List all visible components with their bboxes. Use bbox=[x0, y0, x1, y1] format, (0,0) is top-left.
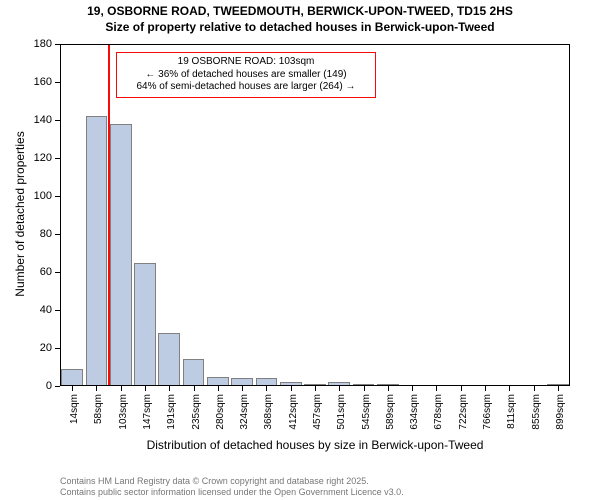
ytick-label: 140 bbox=[0, 114, 52, 126]
annotation-line-1: 19 OSBORNE ROAD: 103sqm bbox=[122, 56, 370, 69]
xtick-mark bbox=[461, 386, 462, 391]
xtick-mark bbox=[436, 386, 437, 391]
ytick-label: 40 bbox=[0, 304, 52, 316]
ytick-label: 160 bbox=[0, 76, 52, 88]
ytick-label: 180 bbox=[0, 38, 52, 50]
ytick-mark bbox=[55, 310, 60, 311]
ytick-mark bbox=[55, 234, 60, 235]
xtick-label: 811sqm bbox=[506, 394, 517, 429]
xtick-label: 191sqm bbox=[166, 394, 177, 430]
xtick-mark bbox=[291, 386, 292, 391]
xtick-mark bbox=[485, 386, 486, 391]
ytick-mark bbox=[55, 196, 60, 197]
xtick-mark bbox=[266, 386, 267, 391]
y-axis-label: Number of detached properties bbox=[13, 114, 27, 314]
xtick-label: 589sqm bbox=[385, 394, 396, 430]
xtick-mark bbox=[72, 386, 73, 391]
xtick-label: 280sqm bbox=[215, 394, 226, 430]
ytick-label: 0 bbox=[0, 380, 52, 392]
xtick-mark bbox=[145, 386, 146, 391]
ytick-label: 120 bbox=[0, 152, 52, 164]
ytick-label: 100 bbox=[0, 190, 52, 202]
xtick-label: 634sqm bbox=[409, 394, 420, 430]
xtick-label: 899sqm bbox=[555, 394, 566, 430]
histogram-bar bbox=[86, 116, 108, 386]
ytick-mark bbox=[55, 82, 60, 83]
annotation-line-2: ← 36% of detached houses are smaller (14… bbox=[122, 69, 370, 82]
xtick-label: 147sqm bbox=[142, 394, 153, 430]
ytick-label: 20 bbox=[0, 342, 52, 354]
ytick-mark bbox=[55, 158, 60, 159]
xtick-mark bbox=[315, 386, 316, 391]
xtick-mark bbox=[121, 386, 122, 391]
xtick-label: 368sqm bbox=[263, 394, 274, 430]
xtick-label: 235sqm bbox=[191, 394, 202, 430]
chart-title: 19, OSBORNE ROAD, TWEEDMOUTH, BERWICK-UP… bbox=[0, 0, 600, 35]
xtick-mark bbox=[339, 386, 340, 391]
ytick-mark bbox=[55, 120, 60, 121]
title-line-2: Size of property relative to detached ho… bbox=[0, 20, 600, 36]
title-line-1: 19, OSBORNE ROAD, TWEEDMOUTH, BERWICK-UP… bbox=[0, 4, 600, 20]
histogram-bar bbox=[158, 333, 180, 386]
xtick-mark bbox=[509, 386, 510, 391]
xtick-mark bbox=[96, 386, 97, 391]
xtick-label: 722sqm bbox=[458, 394, 469, 430]
xtick-label: 103sqm bbox=[118, 394, 129, 430]
footer-line-1: Contains HM Land Registry data © Crown c… bbox=[60, 476, 404, 487]
xtick-mark bbox=[169, 386, 170, 391]
ytick-label: 60 bbox=[0, 266, 52, 278]
xtick-label: 766sqm bbox=[482, 394, 493, 430]
footer-line-2: Contains public sector information licen… bbox=[60, 487, 404, 498]
xtick-label: 501sqm bbox=[336, 394, 347, 430]
histogram-bar bbox=[110, 124, 132, 386]
xtick-label: 457sqm bbox=[312, 394, 323, 430]
xtick-mark bbox=[364, 386, 365, 391]
xtick-label: 545sqm bbox=[361, 394, 372, 430]
histogram-bar bbox=[256, 378, 278, 386]
ytick-mark bbox=[55, 272, 60, 273]
x-axis-label: Distribution of detached houses by size … bbox=[60, 438, 570, 452]
ytick-label: 80 bbox=[0, 228, 52, 240]
ytick-mark bbox=[55, 44, 60, 45]
footer-attribution: Contains HM Land Registry data © Crown c… bbox=[60, 476, 404, 498]
xtick-label: 58sqm bbox=[93, 394, 104, 424]
xtick-mark bbox=[242, 386, 243, 391]
ytick-mark bbox=[55, 386, 60, 387]
xtick-label: 14sqm bbox=[69, 394, 80, 424]
annotation-box: 19 OSBORNE ROAD: 103sqm ← 36% of detache… bbox=[116, 52, 376, 98]
histogram-bar bbox=[134, 263, 156, 387]
xtick-label: 324sqm bbox=[239, 394, 250, 430]
histogram-bar bbox=[207, 377, 229, 387]
ytick-mark bbox=[55, 348, 60, 349]
xtick-mark bbox=[412, 386, 413, 391]
property-marker-line bbox=[108, 44, 110, 386]
histogram-bar bbox=[231, 378, 253, 386]
histogram-bar bbox=[61, 369, 83, 386]
histogram-bar bbox=[183, 359, 205, 386]
xtick-label: 678sqm bbox=[433, 394, 444, 430]
xtick-mark bbox=[218, 386, 219, 391]
xtick-label: 412sqm bbox=[288, 394, 299, 430]
xtick-mark bbox=[194, 386, 195, 391]
xtick-label: 855sqm bbox=[531, 394, 542, 430]
annotation-line-3: 64% of semi-detached houses are larger (… bbox=[122, 81, 370, 94]
xtick-mark bbox=[534, 386, 535, 391]
xtick-mark bbox=[558, 386, 559, 391]
xtick-mark bbox=[388, 386, 389, 391]
